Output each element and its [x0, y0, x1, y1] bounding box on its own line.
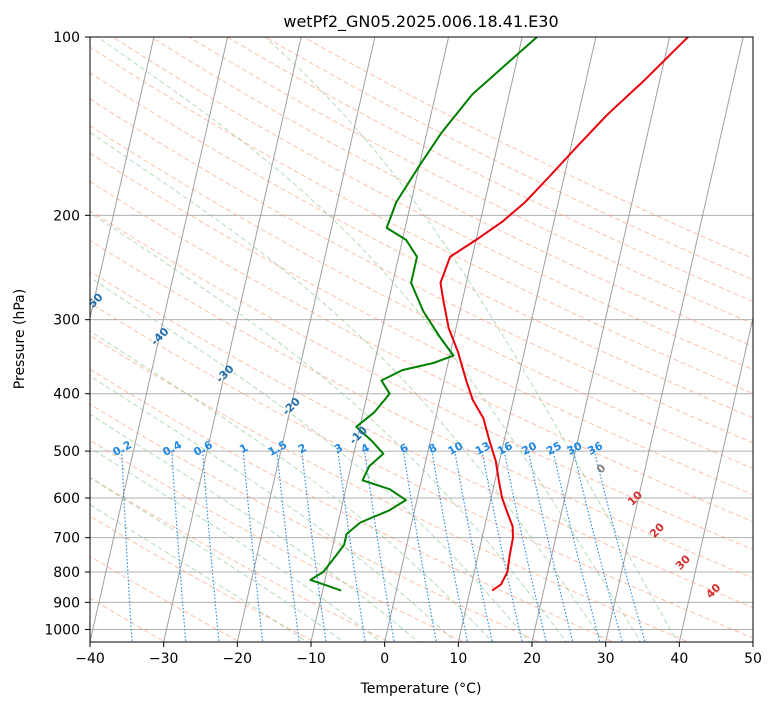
x-tick-label: −30 — [149, 651, 179, 667]
mixing-ratio-label: 10 — [446, 439, 466, 458]
isotherm-line — [90, 37, 155, 321]
x-tick-label: −40 — [75, 651, 105, 667]
mixing-ratio-line — [454, 451, 493, 642]
isotherm-line — [678, 315, 753, 642]
dry-adiabat-line — [90, 335, 690, 642]
y-tick-label: 1000 — [44, 622, 80, 638]
dry-adiabat-line — [90, 270, 753, 609]
y-tick-label: 300 — [53, 313, 80, 329]
moist-adiabat-line — [90, 276, 531, 642]
dry-adiabat-line — [90, 72, 753, 419]
isotherm-line — [163, 37, 302, 642]
mixing-ratio-label: 20 — [519, 439, 539, 458]
dewpoint-profile-line — [309, 37, 538, 592]
mixing-ratio-line — [481, 450, 523, 642]
moist-adiabat-line — [90, 413, 419, 642]
x-tick-label: −10 — [296, 651, 326, 667]
y-tick-label: 200 — [53, 208, 80, 224]
isotherm-line — [605, 37, 744, 642]
moist-adiabat-line — [264, 37, 678, 642]
x-tick-label: 50 — [744, 651, 762, 667]
x-axis: −40 −30 −20 −10 0 10 20 30 40 50 — [75, 642, 762, 667]
plot-frame — [89, 36, 754, 643]
moist-adiabat-line — [90, 477, 345, 642]
moist-adiabat-line — [90, 504, 308, 642]
mixing-ratio-line — [527, 450, 574, 642]
mixing-ratio-line — [363, 451, 395, 642]
y-tick-label: 700 — [53, 531, 80, 547]
y-tick-label: 900 — [53, 595, 80, 611]
isotherm-line — [531, 37, 671, 642]
moist-adiabat-line — [90, 375, 456, 642]
x-tick-label: 40 — [670, 651, 688, 667]
chart-title: wetPf2_GN05.2025.006.18.41.E30 — [283, 12, 558, 32]
dry-adiabat-line — [112, 37, 753, 371]
mixing-ratio-line — [301, 451, 327, 642]
mixing-ratio-label: 30 — [565, 439, 585, 458]
y-tick-label: 100 — [53, 30, 80, 46]
mixing-ratio-label: 36 — [585, 439, 605, 458]
moist-adiabat-line — [90, 330, 494, 642]
mixing-ratio-line — [503, 450, 547, 642]
y-axis-label: Pressure (hPa) — [12, 289, 28, 389]
moist-adiabat-line — [90, 131, 605, 642]
x-tick-label: 30 — [597, 651, 615, 667]
y-tick-label: 400 — [53, 387, 80, 403]
moist-adiabat-line — [97, 37, 642, 642]
isotherm-line — [384, 37, 523, 642]
dry-adiabat-line — [90, 152, 753, 496]
mixing-ratio-label: 16 — [495, 439, 515, 458]
mixing-ratio-line — [431, 451, 469, 642]
dry-adiabat-line — [90, 302, 753, 639]
dry-adiabat-line — [90, 125, 753, 470]
isotherm-line — [457, 37, 597, 642]
dry-adiabat-line — [90, 209, 753, 551]
x-tick-label: −20 — [223, 651, 253, 667]
mixing-ratio-line — [552, 450, 601, 642]
mixing-ratio-line — [593, 450, 646, 642]
y-tick-label: 500 — [53, 444, 80, 460]
mixing-ratio-label: 25 — [544, 439, 564, 458]
isotherm-line — [90, 37, 229, 642]
plot-area — [90, 37, 753, 642]
moist-adiabat-line — [90, 447, 382, 642]
temperature-profile-line — [439, 37, 689, 592]
y-tick-label: 600 — [53, 491, 80, 507]
isotherm-line — [236, 37, 376, 642]
isotherm-line — [310, 37, 450, 642]
mixing-ratio-line — [337, 451, 366, 642]
dry-adiabat-line — [90, 239, 753, 579]
mixing-ratio-line — [572, 450, 623, 642]
x-tick-label: 20 — [523, 651, 541, 667]
dry-adiabat-line — [90, 368, 615, 642]
dry-adiabat-line — [90, 98, 753, 444]
dry-adiabat-line — [90, 515, 316, 642]
x-tick-label: 10 — [449, 651, 467, 667]
mixing-ratio-line — [402, 451, 437, 642]
dry-adiabat-line — [90, 46, 753, 394]
y-tick-label: 800 — [53, 565, 80, 581]
dry-adiabat-line — [150, 37, 753, 347]
dry-adiabat-line — [90, 597, 167, 642]
y-axis: 100 200 300 400 500 600 700 800 900 1000 — [44, 30, 90, 638]
x-axis-label: Temperature (°C) — [360, 681, 482, 697]
x-tick-label: 0 — [380, 651, 389, 667]
mixing-ratio-label: 13 — [473, 439, 493, 458]
